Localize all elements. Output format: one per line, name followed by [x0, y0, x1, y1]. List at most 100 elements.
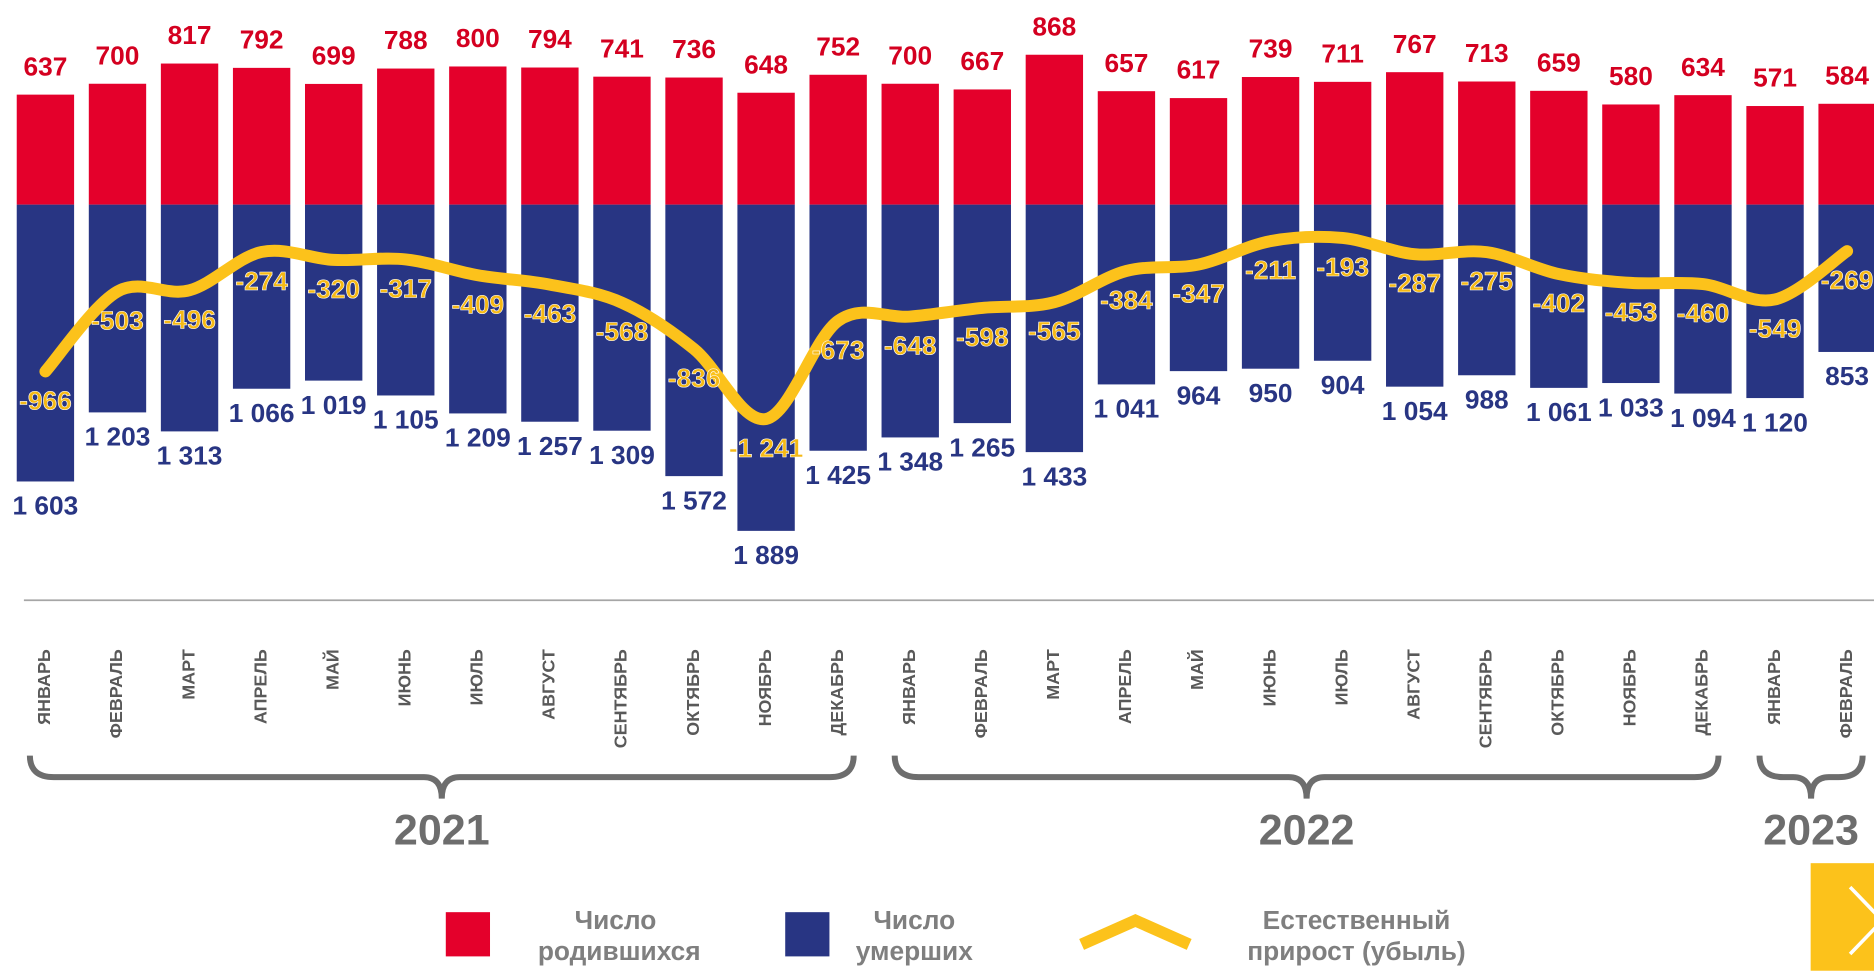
value-label: 868 — [1032, 11, 1076, 41]
value-label: -568 — [596, 317, 649, 347]
death-bar — [1386, 204, 1444, 387]
value-label: 817 — [168, 20, 212, 50]
value-label: -402 — [1533, 288, 1586, 318]
x-tick-label: АВГУСТ — [539, 649, 559, 720]
x-tick-label: ИЮНЬ — [1259, 649, 1279, 706]
death-bar — [1602, 204, 1660, 384]
legend-entry: Число родившихся — [538, 905, 701, 966]
value-label: 1 889 — [733, 540, 799, 570]
value-label: 700 — [96, 40, 140, 70]
value-label: -648 — [884, 331, 937, 361]
death-bar — [737, 204, 795, 531]
legend-entry: Естественный прирост (убыль) — [1247, 904, 1466, 966]
x-tick-label: МАЙ — [321, 649, 342, 690]
value-label: 657 — [1105, 48, 1149, 78]
value-label: 1 105 — [373, 405, 439, 435]
value-label: 739 — [1249, 34, 1293, 64]
value-label: 1 433 — [1021, 461, 1087, 491]
x-tick-label: АПРЕЛЬ — [1115, 649, 1135, 724]
value-label: 853 — [1825, 361, 1869, 391]
value-label: 1 603 — [13, 491, 79, 521]
death-bar — [1241, 204, 1300, 369]
value-label: -275 — [1460, 266, 1513, 296]
x-tick-label: ДЕКАБРЬ — [827, 649, 847, 735]
birth-bar — [377, 68, 435, 205]
value-label: 736 — [672, 34, 716, 64]
birth-bar — [953, 89, 1011, 205]
legend-icon — [785, 912, 830, 957]
value-label: 1 348 — [877, 447, 943, 477]
value-label: -549 — [1749, 313, 1802, 343]
legend-label: Естественный прирост (убыль) — [1247, 904, 1466, 966]
value-label: 571 — [1753, 63, 1797, 93]
increase-line — [39, 230, 1854, 425]
value-label: -598 — [956, 322, 1009, 352]
birth-bar — [1818, 103, 1874, 205]
death-bar — [1674, 204, 1732, 394]
value-label: -496 — [163, 304, 216, 334]
birth-bar — [665, 77, 723, 205]
x-tick-label: ОКТЯБРЬ — [683, 649, 703, 736]
value-label: 699 — [312, 41, 356, 71]
birth-bar — [1313, 81, 1372, 205]
value-label: -503 — [91, 306, 144, 336]
value-label: 1 066 — [229, 398, 295, 428]
death-bar — [232, 204, 291, 389]
value-label: 700 — [888, 40, 932, 70]
value-label: 584 — [1825, 60, 1869, 90]
value-label: 1 033 — [1598, 392, 1664, 422]
death-bar — [449, 204, 507, 414]
birth-bar — [449, 66, 507, 205]
value-label: 752 — [816, 31, 860, 61]
birth-bar — [160, 63, 219, 205]
death-bar — [160, 204, 219, 432]
next-button-bg[interactable] — [1810, 863, 1874, 971]
value-label: -409 — [452, 289, 505, 319]
next-button[interactable] — [1810, 863, 1874, 971]
value-label: -384 — [1100, 285, 1153, 315]
x-tick-label: СЕНТЯБРЬ — [1476, 649, 1496, 748]
birth-bar — [1386, 72, 1444, 205]
value-label: 667 — [960, 46, 1004, 76]
value-label: -453 — [1605, 297, 1658, 327]
year-brace — [891, 755, 1722, 799]
birth-bar — [1674, 95, 1732, 205]
x-tick-label: МАЙ — [1186, 649, 1207, 690]
death-bar — [521, 204, 579, 422]
value-label: 788 — [384, 25, 428, 55]
year-label: 2021 — [394, 807, 490, 855]
x-tick-label: МАРТ — [178, 649, 198, 700]
value-label: 1 265 — [949, 432, 1015, 462]
birth-bar — [305, 83, 363, 205]
value-label: 1 120 — [1742, 407, 1808, 437]
next-arrow[interactable] — [1848, 885, 1874, 956]
value-label: 988 — [1465, 384, 1509, 414]
value-label: -460 — [1677, 298, 1730, 328]
birth-bar — [521, 67, 579, 205]
x-tick-label: ИЮЛЬ — [1331, 649, 1351, 705]
x-tick-label: АПРЕЛЬ — [250, 649, 270, 724]
birth-bar — [88, 83, 147, 205]
x-tick-label: СЕНТЯБРЬ — [611, 649, 631, 748]
birth-bar — [737, 92, 795, 205]
x-tick-label: ЯНВАРЬ — [1764, 649, 1784, 725]
death-bar — [1097, 204, 1156, 385]
value-label: 1 054 — [1382, 396, 1448, 426]
birth-bar — [232, 67, 291, 205]
value-label: -317 — [379, 273, 432, 303]
birth-bar — [809, 74, 867, 205]
x-tick-label: НОЯБРЬ — [1620, 649, 1640, 726]
value-label: 950 — [1249, 378, 1293, 408]
death-bar — [1818, 204, 1874, 352]
value-label: 580 — [1609, 61, 1653, 91]
x-tick-label: НОЯБРЬ — [755, 649, 775, 726]
value-label: 1 041 — [1094, 394, 1160, 424]
value-label: 1 019 — [301, 390, 367, 420]
death-bar — [1313, 204, 1372, 361]
year-brace — [1756, 755, 1866, 799]
value-label: -269 — [1821, 265, 1874, 295]
legend-icon — [445, 912, 491, 957]
value-label: 794 — [528, 24, 572, 54]
